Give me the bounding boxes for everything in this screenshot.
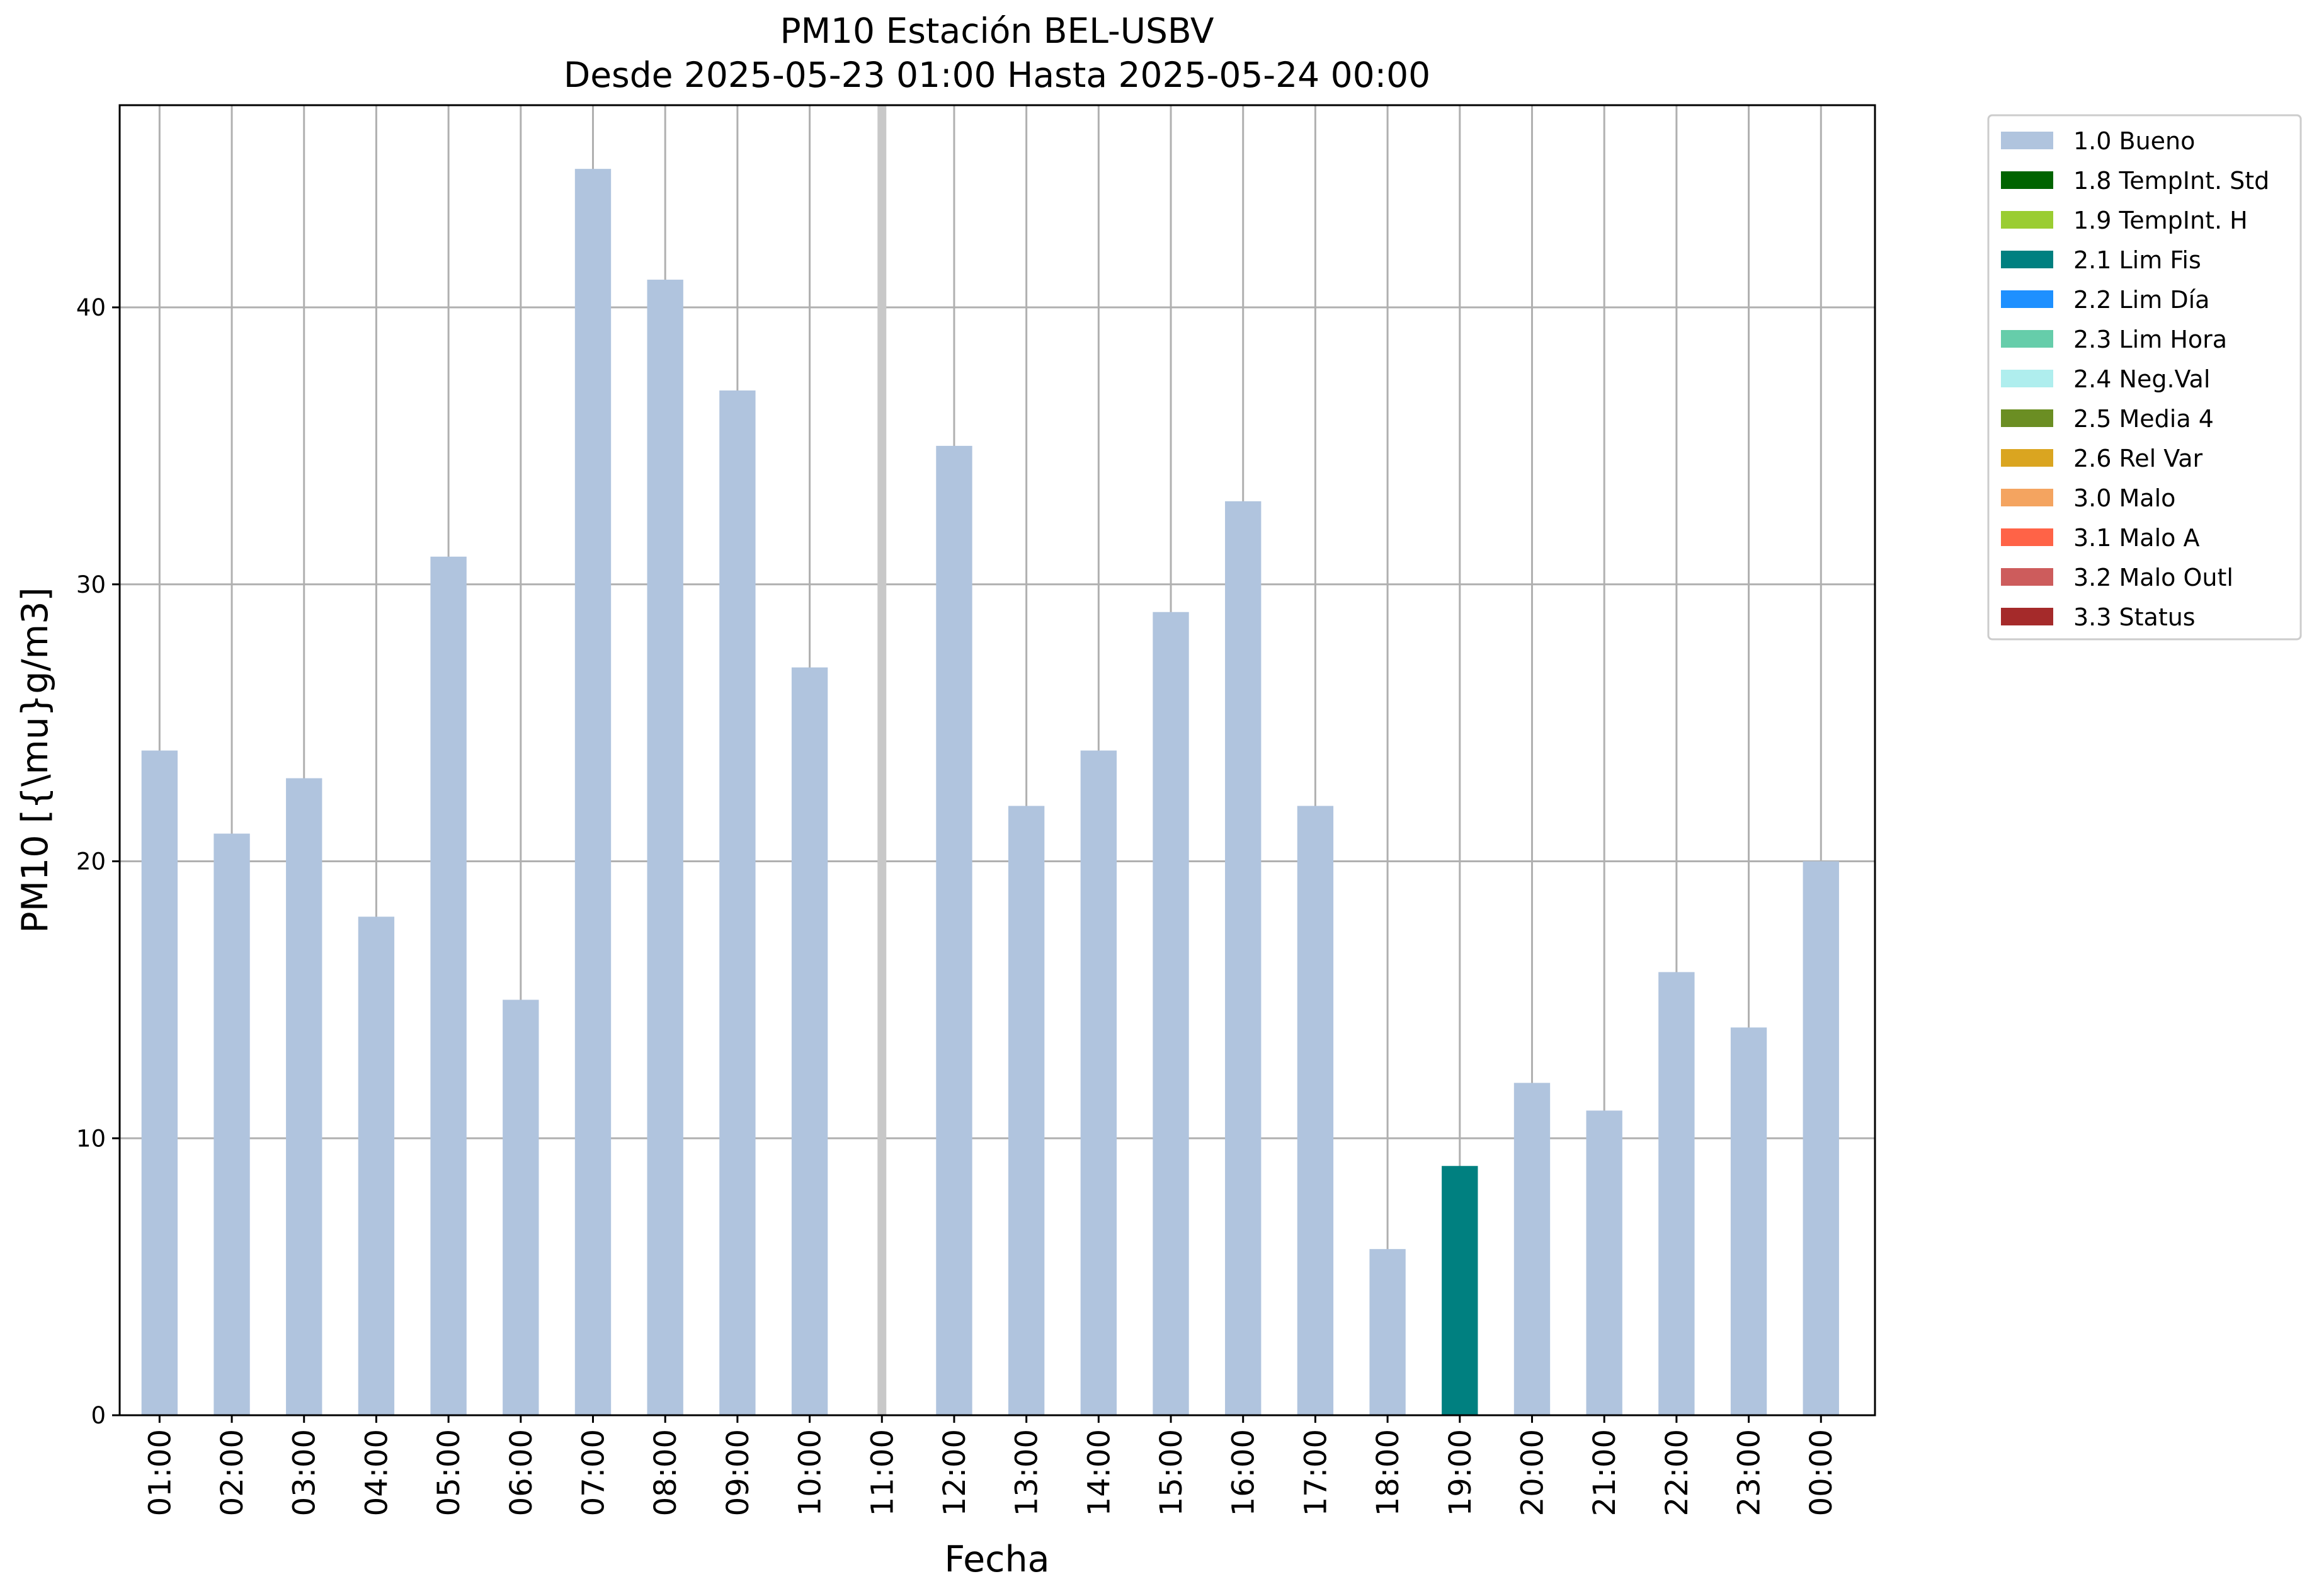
x-tick-label: 08:00 <box>648 1429 683 1516</box>
missing-data-marker <box>877 105 887 1415</box>
x-tick-label: 10:00 <box>793 1429 828 1516</box>
legend-label: 2.6 Rel Var <box>2073 445 2203 472</box>
legend: 1.0 Bueno 1.8 TempInt. Std 1.9 TempInt. H 2… <box>1987 114 2302 641</box>
x-tick-label: 18:00 <box>1370 1429 1406 1516</box>
legend-swatch <box>2001 608 2053 625</box>
x-tick-label: 01:00 <box>142 1429 178 1516</box>
legend-swatch <box>2001 489 2053 506</box>
bar-10:00 <box>791 667 828 1415</box>
bar-23:00 <box>1730 1027 1767 1415</box>
bar-07:00 <box>574 169 612 1416</box>
x-tick-label: 19:00 <box>1443 1429 1478 1516</box>
x-tick-label: 09:00 <box>721 1429 756 1516</box>
legend-label: 1.0 Bueno <box>2073 127 2195 155</box>
legend-swatch <box>2001 251 2053 268</box>
x-tick-label: 04:00 <box>359 1429 394 1516</box>
bar-18:00 <box>1369 1249 1406 1415</box>
bar-04:00 <box>358 916 395 1415</box>
legend-swatch <box>2001 449 2053 467</box>
chart-title: PM10 Estación BEL-USBV <box>780 11 1214 51</box>
bar-02:00 <box>214 833 250 1415</box>
bar-05:00 <box>430 556 467 1415</box>
bar-06:00 <box>503 1000 539 1415</box>
bar-20:00 <box>1513 1083 1551 1415</box>
y-tick-label: 0 <box>91 1402 106 1429</box>
bar-19:00 <box>1442 1166 1478 1415</box>
x-tick-label: 06:00 <box>504 1429 539 1516</box>
x-tick-label: 21:00 <box>1587 1429 1622 1516</box>
x-tick-label: 05:00 <box>431 1429 467 1516</box>
legend-swatch <box>2001 409 2053 427</box>
bar-series <box>141 169 1839 1416</box>
missing-data-band <box>877 105 887 1415</box>
legend-swatch <box>2001 171 2053 189</box>
x-tick-label: 20:00 <box>1515 1429 1550 1516</box>
legend-label: 1.8 TempInt. Std <box>2073 167 2269 195</box>
bar-00:00 <box>1803 861 1839 1415</box>
legend-label: 3.1 Malo A <box>2073 524 2199 552</box>
chart-subtitle: Desde 2025-05-23 01:00 Hasta 2025-05-24 … <box>564 55 1430 95</box>
x-tick-label: 22:00 <box>1660 1429 1695 1516</box>
legend-label: 1.9 TempInt. H <box>2073 207 2248 234</box>
legend-label: 2.3 Lim Hora <box>2073 326 2227 353</box>
y-axis-label: PM10 [{\mu}g/m3] <box>14 587 56 933</box>
x-tick-label: 17:00 <box>1298 1429 1333 1516</box>
legend-swatch <box>2001 568 2053 586</box>
bar-22:00 <box>1658 972 1695 1415</box>
legend-swatch <box>2001 290 2053 308</box>
legend-label: 3.2 Malo Outl <box>2073 564 2233 591</box>
legend-label: 3.0 Malo <box>2073 484 2175 512</box>
legend-items: 1.0 Bueno 1.8 TempInt. Std 1.9 TempInt. H 2… <box>2001 127 2269 631</box>
x-tick-label: 07:00 <box>576 1429 611 1516</box>
legend-swatch <box>2001 330 2053 348</box>
bar-12:00 <box>936 445 972 1415</box>
bar-15:00 <box>1153 612 1189 1415</box>
bar-21:00 <box>1586 1110 1622 1415</box>
x-axis: 01:00 02:00 03:00 04:00 05:00 06:00 07:00 08:00… <box>142 1415 1839 1516</box>
x-tick-label: 14:00 <box>1081 1429 1117 1516</box>
bar-01:00 <box>141 750 178 1415</box>
plot-area-frame <box>118 104 1876 1416</box>
x-tick-label: 03:00 <box>287 1429 322 1516</box>
x-tick-label: 00:00 <box>1804 1429 1839 1516</box>
x-tick-label: 13:00 <box>1010 1429 1045 1516</box>
y-axis: 0 10 20 30 40 <box>76 294 120 1429</box>
bar-08:00 <box>647 280 683 1415</box>
legend-label: 3.3 Status <box>2073 603 2196 631</box>
legend-label: 2.4 Neg.Val <box>2073 365 2210 393</box>
legend-swatch <box>2001 211 2053 229</box>
x-tick-label: 11:00 <box>865 1429 900 1516</box>
x-tick-label: 02:00 <box>215 1429 250 1516</box>
y-tick-label: 30 <box>76 571 106 598</box>
y-tick-label: 40 <box>76 294 106 321</box>
bar-03:00 <box>286 778 322 1415</box>
legend-swatch <box>2001 370 2053 387</box>
y-tick-label: 10 <box>76 1125 106 1152</box>
x-tick-label: 23:00 <box>1732 1429 1767 1516</box>
x-tick-label: 16:00 <box>1226 1429 1262 1516</box>
legend-label: 2.5 Media 4 <box>2073 405 2214 433</box>
bar-17:00 <box>1297 806 1334 1415</box>
legend-label: 2.2 Lim Día <box>2073 286 2209 314</box>
legend-label: 2.1 Lim Fis <box>2073 246 2201 274</box>
legend-swatch <box>2001 132 2053 149</box>
bar-13:00 <box>1008 806 1045 1415</box>
bar-14:00 <box>1080 750 1117 1415</box>
bar-16:00 <box>1225 501 1262 1416</box>
x-tick-label: 15:00 <box>1154 1429 1189 1516</box>
y-tick-label: 20 <box>76 848 106 875</box>
x-axis-label: Fecha <box>944 1539 1049 1580</box>
legend-box <box>1987 114 2302 641</box>
legend-swatch <box>2001 528 2053 546</box>
x-tick-label: 12:00 <box>937 1429 972 1516</box>
bar-09:00 <box>719 390 756 1415</box>
